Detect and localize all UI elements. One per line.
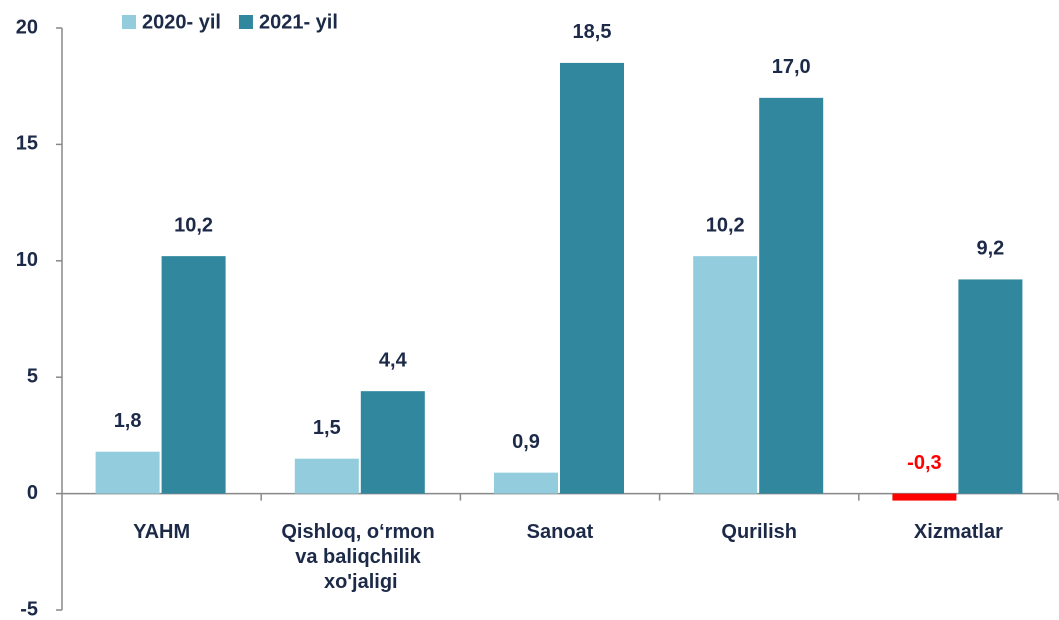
value-label: 0,9 <box>512 431 540 453</box>
bar <box>892 493 957 501</box>
bar <box>294 458 359 494</box>
x-tick-label: Qurilish <box>721 521 797 543</box>
value-label: 1,8 <box>114 410 142 432</box>
y-tick-label: 0 <box>27 482 38 504</box>
value-label: 17,0 <box>772 56 811 78</box>
value-label: 1,5 <box>313 417 341 439</box>
value-label: 10,2 <box>706 214 745 236</box>
y-tick-label: 15 <box>16 133 38 155</box>
legend-label: 2021- yil <box>259 11 338 33</box>
bar <box>693 256 758 494</box>
y-tick-label: 20 <box>16 16 38 38</box>
legend-swatch <box>238 15 253 29</box>
bar <box>958 279 1023 494</box>
value-label: 18,5 <box>573 21 612 43</box>
value-label: 4,4 <box>379 349 408 371</box>
x-tick-label: Sanoat <box>527 521 594 543</box>
x-tick-label: YAHM <box>133 521 190 543</box>
value-label: -0,3 <box>907 452 941 474</box>
x-tick-label: Qishloq, o‘rmon va baliqchilik xo'jaligi <box>281 521 440 593</box>
bar <box>560 62 624 494</box>
legend-swatch <box>122 15 136 29</box>
bar <box>494 472 558 494</box>
y-tick-label: -5 <box>20 598 38 620</box>
value-label: 9,2 <box>976 238 1004 260</box>
y-tick-label: 5 <box>27 365 38 387</box>
value-label: 10,2 <box>174 214 213 236</box>
bar <box>95 451 160 494</box>
x-tick-label: Xizmatlar <box>914 521 1003 543</box>
bar <box>360 391 425 494</box>
legend-label: 2020- yil <box>142 11 221 33</box>
bar <box>161 256 226 494</box>
bar <box>759 97 824 494</box>
y-tick-label: 10 <box>16 249 38 271</box>
